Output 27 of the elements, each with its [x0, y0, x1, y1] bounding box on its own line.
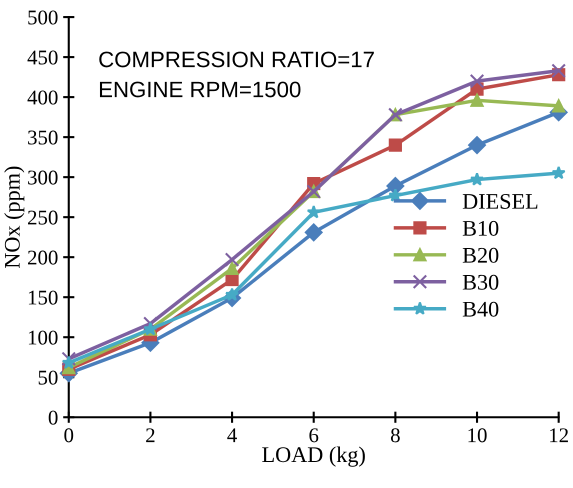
x-tick-label: 4 [227, 428, 237, 442]
x-tick-label: 0 [64, 428, 74, 442]
annotation: COMPRESSION RATIO=17 [99, 52, 374, 68]
y-tick-label: 250 [28, 210, 58, 225]
y-tick-label: 500 [28, 10, 58, 25]
legend-label: B40 [462, 302, 498, 317]
y-tick-label: 300 [28, 170, 58, 185]
legend-label: B10 [462, 220, 498, 236]
y-tick-label: 50 [38, 370, 58, 385]
y-tick-label: 350 [28, 130, 58, 145]
x-tick-label: 8 [390, 428, 400, 442]
x-axis-title: LOAD (kg) [262, 446, 365, 467]
y-tick-label: 200 [28, 250, 58, 265]
y-tick-label: 0 [48, 410, 58, 425]
x-tick-label: 6 [309, 428, 318, 442]
y-tick-label: 100 [28, 330, 58, 345]
x-tick-label: 10 [468, 428, 487, 442]
y-axis-title: NOx (ppm) [4, 166, 24, 268]
legend-label: B30 [462, 274, 498, 290]
x-tick-label: 2 [146, 428, 154, 442]
legend-label: DIESEL [462, 194, 538, 209]
annotation: ENGINE RPM=1500 [100, 82, 300, 98]
y-tick-label: 400 [28, 90, 58, 105]
legend-label: B20 [462, 248, 498, 263]
x-tick-label: 12 [550, 428, 568, 442]
y-tick-label: 150 [28, 290, 58, 305]
y-tick-label: 450 [28, 50, 58, 65]
